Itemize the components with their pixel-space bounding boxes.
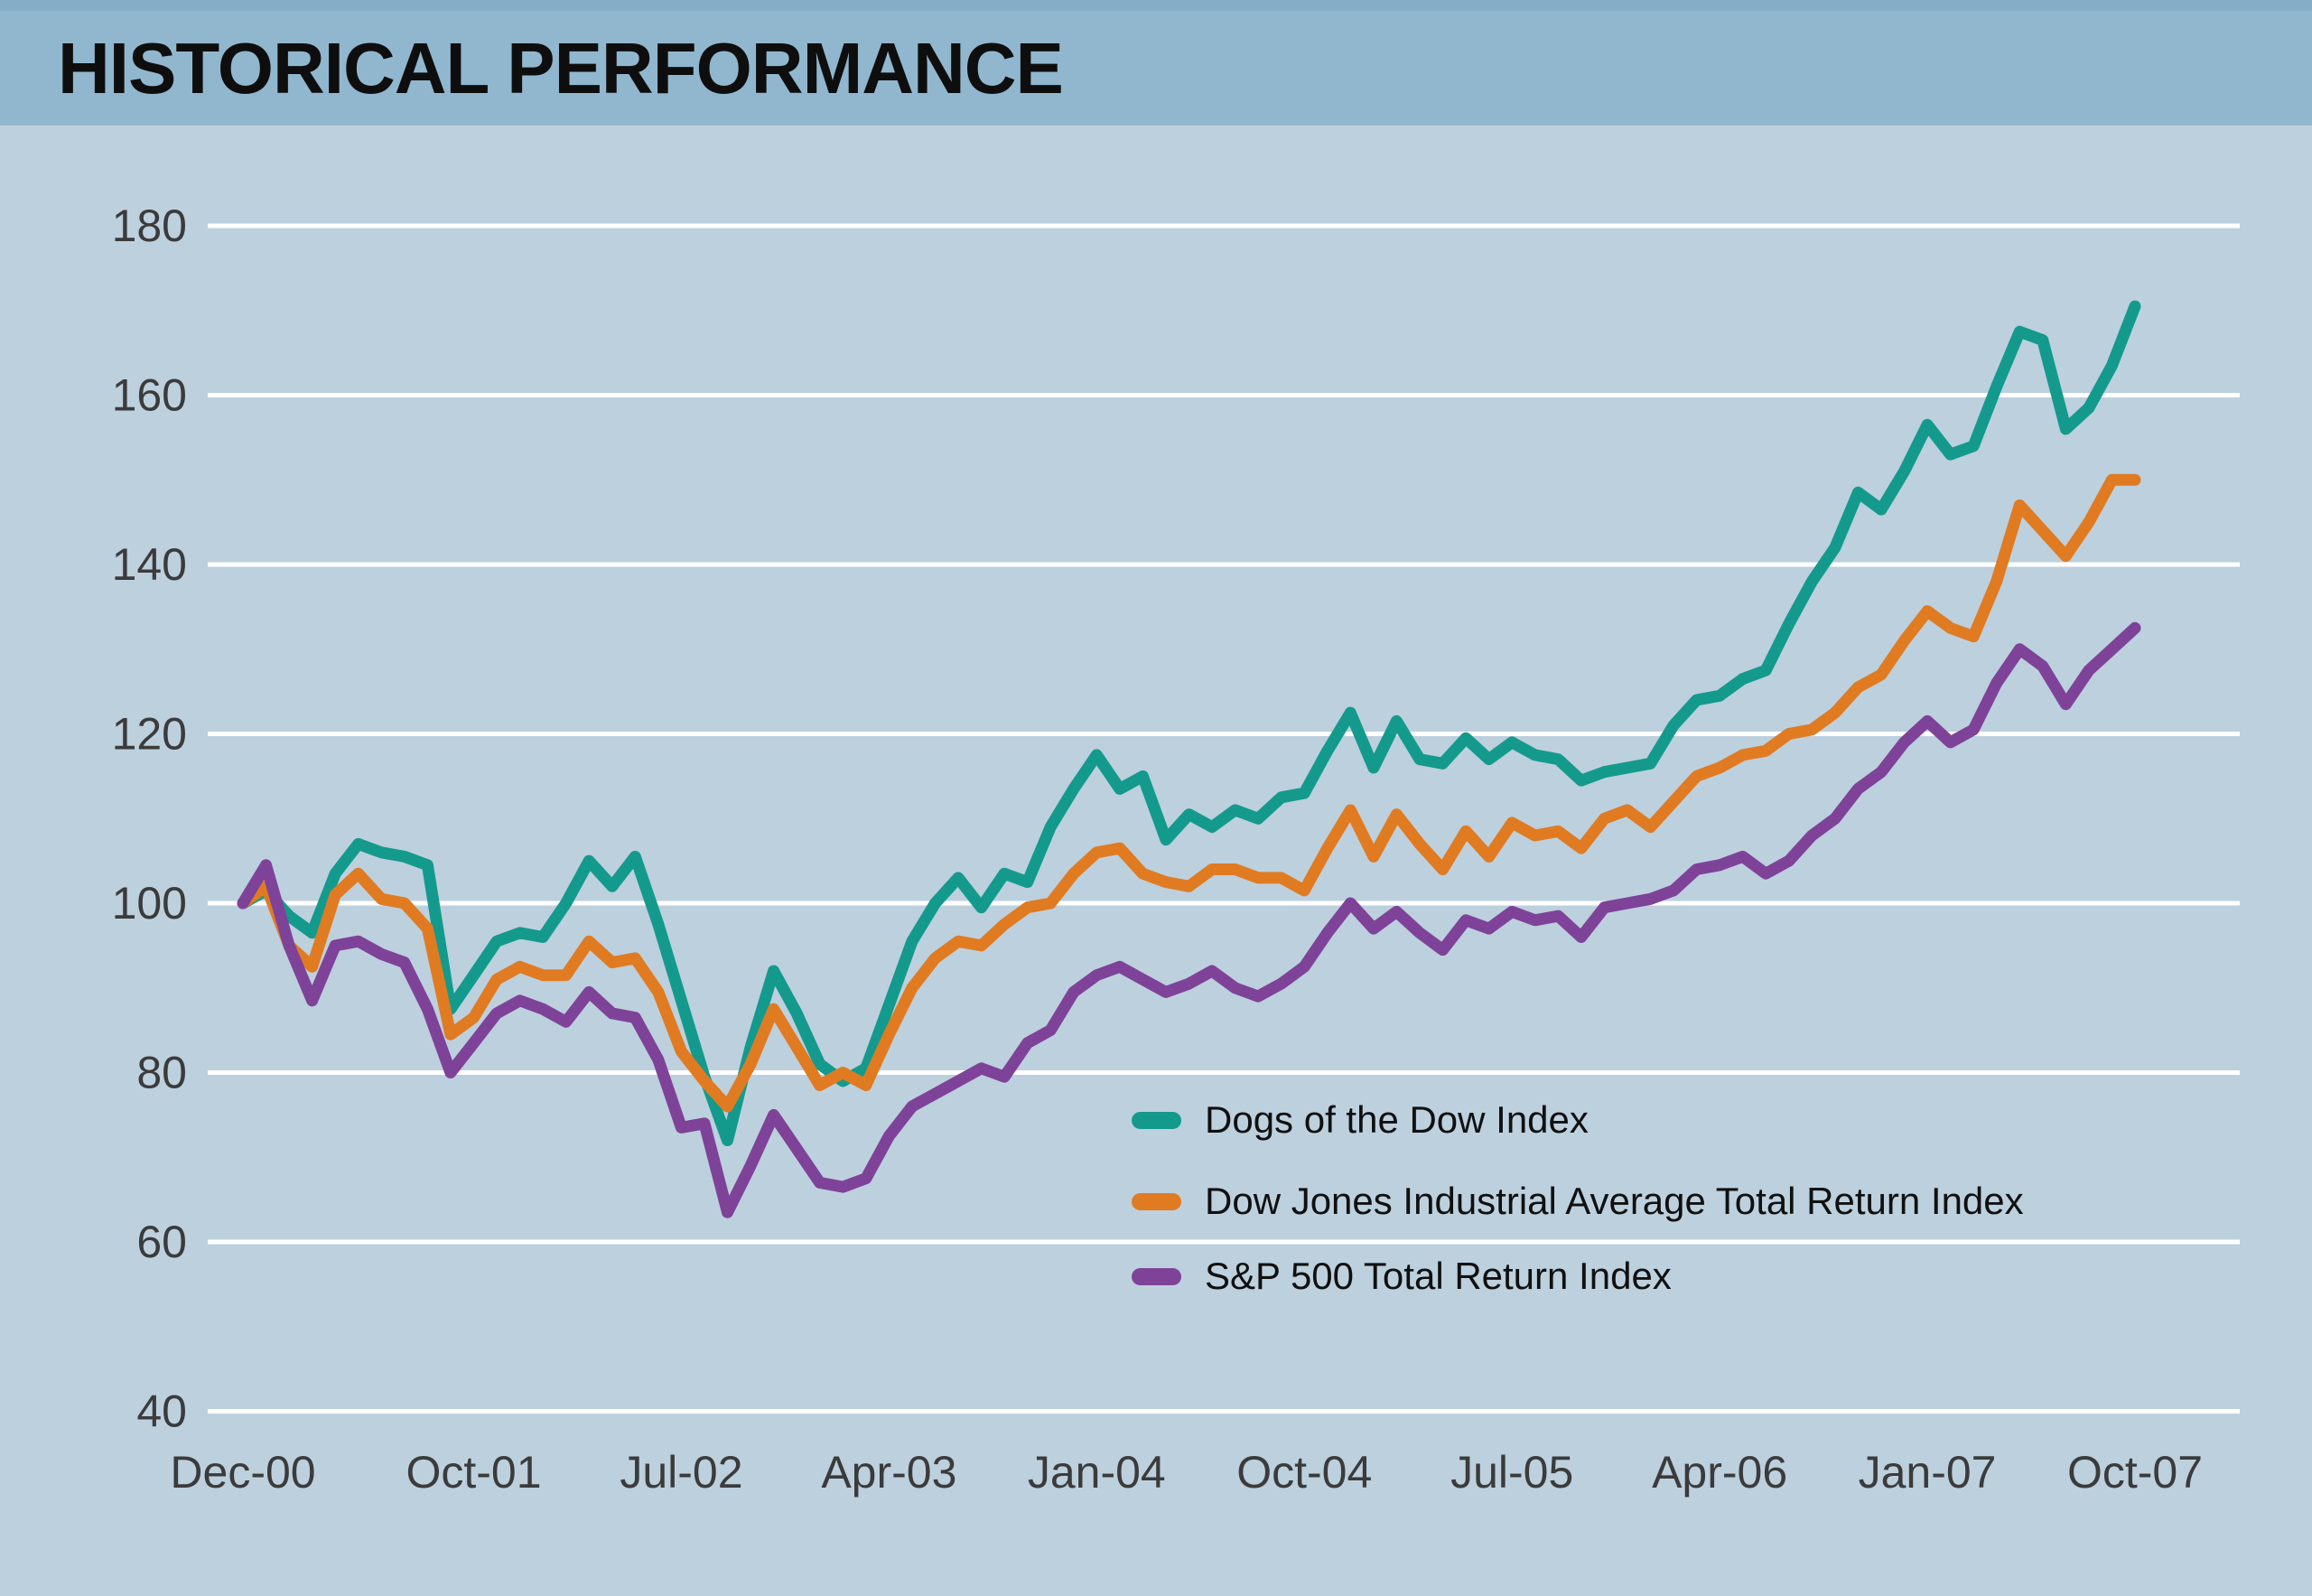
y-tick-label-180: 180 [112, 201, 187, 251]
legend-swatch-sp500-total-return [1132, 1267, 1181, 1285]
y-tick-label-100: 100 [112, 878, 187, 929]
x-tick-label-1: Oct‑01 [406, 1447, 541, 1498]
x-tick-label-9: Oct‑07 [2067, 1447, 2203, 1498]
chart-area: 40 60 80 100 120 140 160 180 Dec‑00 Oct‑01 Jul‑02 A… [0, 126, 2312, 1596]
x-tick-label-5: Oct‑04 [1236, 1447, 1372, 1498]
y-tick-label-60: 60 [136, 1217, 187, 1267]
legend-swatch-dogs-of-the-dow [1132, 1111, 1181, 1129]
x-tick-label-2: Jul‑02 [620, 1447, 742, 1498]
x-tick-label-7: Apr‑06 [1652, 1447, 1787, 1498]
header-band: HISTORICAL PERFORMANCE [0, 0, 2312, 126]
legend-swatch-djia-total-return [1132, 1192, 1181, 1210]
series-line-0 [237, 300, 2141, 1146]
y-tick-label-160: 160 [112, 370, 187, 421]
y-tick-label-80: 80 [136, 1048, 187, 1098]
x-tick-label-6: Jul‑05 [1450, 1447, 1573, 1498]
series-line-2 [237, 621, 2141, 1218]
page-title: HISTORICAL PERFORMANCE [58, 27, 1064, 108]
series-line-1 [237, 473, 2141, 1113]
y-tick-label-120: 120 [112, 709, 187, 760]
legend-label-sp500-total-return: S&P 500 Total Return Index [1205, 1255, 1672, 1297]
y-tick-label-140: 140 [112, 539, 187, 590]
legend-label-djia-total-return: Dow Jones Industrial Average Total Retur… [1205, 1180, 2024, 1222]
x-tick-label-0: Dec‑00 [170, 1447, 315, 1498]
x-tick-label-4: Jan‑04 [1028, 1447, 1166, 1498]
legend-item-sp500-total-return: S&P 500 Total Return Index [1132, 1255, 1672, 1297]
legend-item-djia-total-return: Dow Jones Industrial Average Total Retur… [1132, 1180, 2024, 1222]
performance-chart: 40 60 80 100 120 140 160 180 Dec‑00 Oct‑01 Jul‑02 A… [112, 201, 2240, 1498]
y-tick-label-40: 40 [136, 1386, 187, 1437]
x-tick-label-3: Apr‑03 [821, 1447, 956, 1498]
legend-label-dogs-of-the-dow: Dogs of the Dow Index [1205, 1098, 1589, 1141]
x-tick-label-8: Jan‑07 [1859, 1447, 1997, 1498]
legend-item-dogs-of-the-dow: Dogs of the Dow Index [1132, 1098, 1589, 1141]
